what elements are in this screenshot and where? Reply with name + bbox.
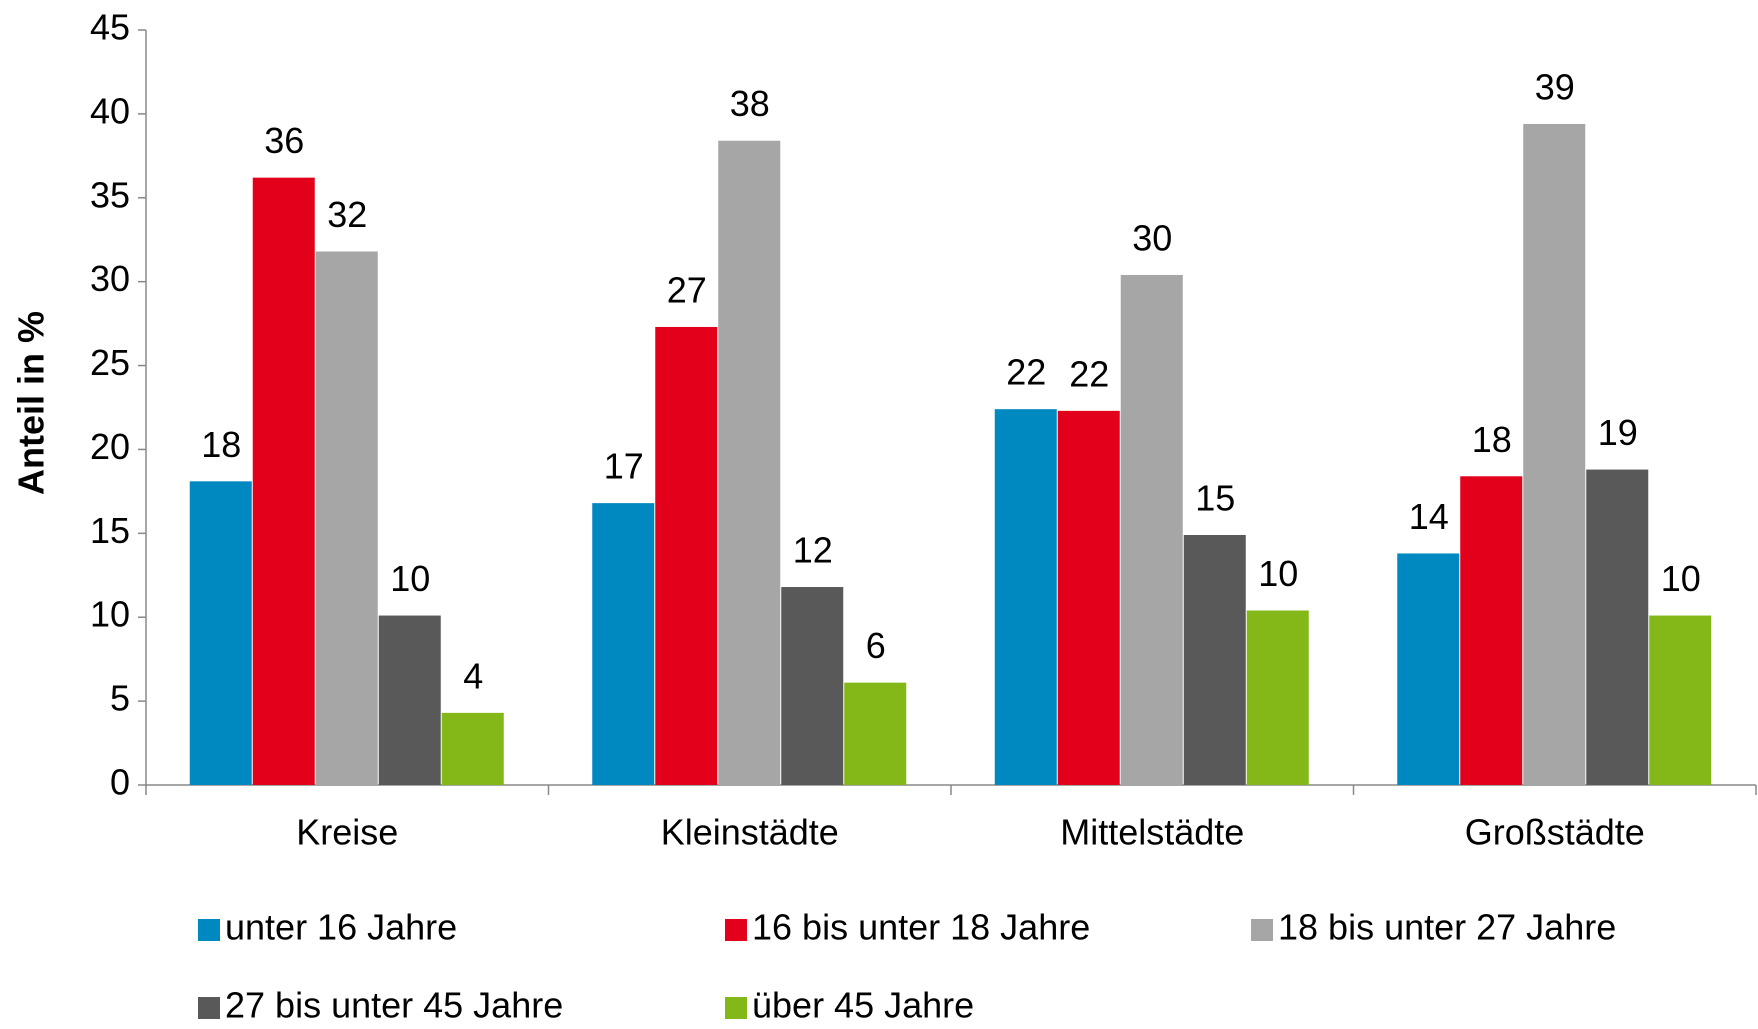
x-tick-label: Kleinstädte [661, 812, 839, 853]
data-label: 18 [1472, 419, 1512, 460]
y-tick-label: 5 [110, 678, 130, 719]
bar [1586, 469, 1649, 785]
data-label: 17 [604, 446, 644, 487]
legend-swatch [198, 919, 220, 941]
bar [994, 409, 1057, 785]
bar [844, 682, 907, 785]
x-tick-label: Großstädte [1465, 812, 1645, 853]
data-label: 6 [866, 625, 886, 666]
y-tick-label: 40 [90, 90, 130, 131]
bar [252, 177, 315, 786]
bar [1523, 123, 1586, 785]
y-tick-label: 10 [90, 594, 130, 635]
legend-label: 27 bis unter 45 Jahre [225, 985, 563, 1026]
data-label: 14 [1409, 496, 1449, 537]
bar [378, 615, 441, 785]
legend-swatch [725, 997, 747, 1019]
y-tick-label: 0 [110, 762, 130, 803]
bar [592, 503, 655, 785]
data-label: 15 [1195, 478, 1235, 519]
bar [315, 251, 378, 785]
data-label: 30 [1132, 217, 1172, 258]
y-tick-label: 25 [90, 342, 130, 383]
y-tick-label: 15 [90, 510, 130, 551]
data-label: 10 [1661, 558, 1701, 599]
x-tick-label: Mittelstädte [1060, 812, 1244, 853]
data-label: 12 [793, 530, 833, 571]
legend-label: 18 bis unter 27 Jahre [1278, 907, 1616, 948]
y-tick-label: 30 [90, 258, 130, 299]
legend-swatch [725, 919, 747, 941]
y-axis-title: Anteil in % [11, 311, 52, 495]
bar [189, 481, 252, 785]
data-label: 39 [1535, 66, 1575, 107]
data-label: 32 [327, 194, 367, 235]
bar [1183, 535, 1246, 785]
data-label: 27 [667, 269, 707, 310]
data-label: 22 [1006, 352, 1046, 393]
legend-label: 16 bis unter 18 Jahre [752, 907, 1090, 948]
y-tick-label: 20 [90, 426, 130, 467]
legend-label: unter 16 Jahre [225, 907, 457, 948]
bar [781, 587, 844, 785]
data-label: 22 [1069, 353, 1109, 394]
data-label: 19 [1598, 412, 1638, 453]
bar [1246, 610, 1309, 785]
bar [1120, 274, 1183, 785]
y-tick-label: 45 [90, 7, 130, 48]
bar [441, 712, 504, 785]
legend-label: über 45 Jahre [752, 985, 974, 1026]
bar [1649, 615, 1712, 785]
x-tick-label: Kreise [296, 812, 398, 853]
y-tick-label: 35 [90, 174, 130, 215]
bar [655, 326, 718, 785]
data-label: 38 [730, 83, 770, 124]
data-label: 4 [463, 655, 483, 696]
bar [718, 140, 781, 785]
legend-swatch [1251, 919, 1273, 941]
bar [1057, 410, 1120, 785]
data-label: 10 [1258, 553, 1298, 594]
bar [1460, 476, 1523, 785]
bar [1397, 553, 1460, 785]
data-label: 36 [264, 120, 304, 161]
data-label: 18 [201, 424, 241, 465]
legend-swatch [198, 997, 220, 1019]
data-label: 10 [390, 558, 430, 599]
